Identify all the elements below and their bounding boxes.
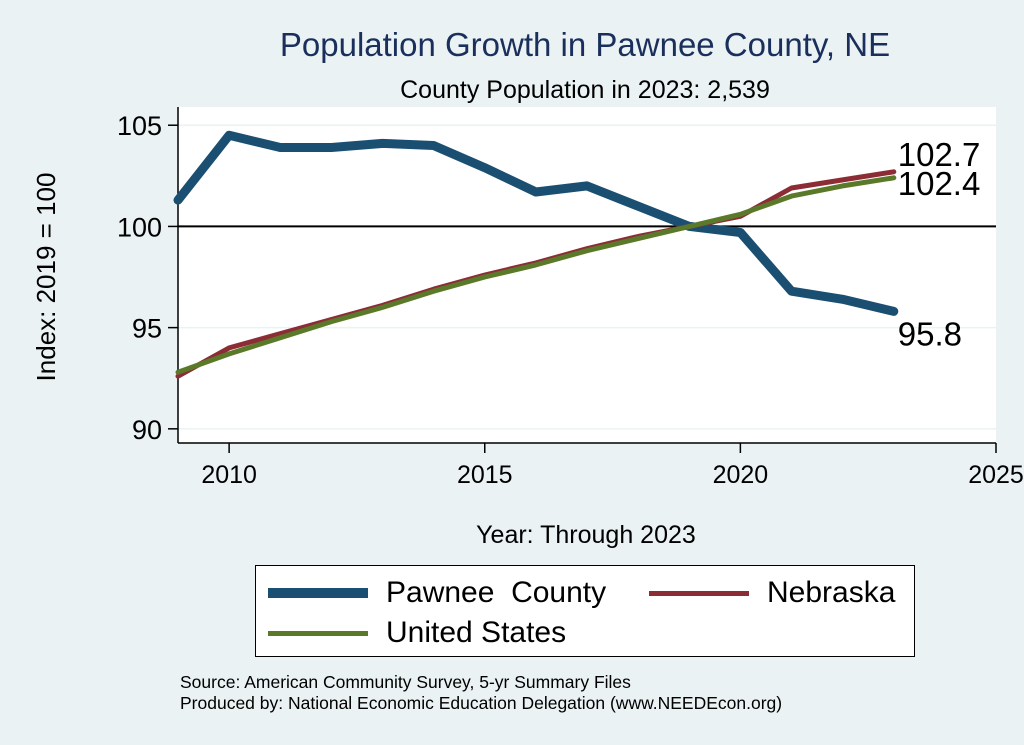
line-chart: 90 95 100 105 2010 2015 2020 2025 95.8 102.7102.…	[31, 107, 1024, 549]
legend-item-nebraska: Nebraska	[649, 576, 895, 610]
axis-ticks: 90 95 100 105 2010 2015 2020 2025	[117, 111, 1024, 489]
legend-swatch-pawnee-county	[268, 588, 368, 598]
end-label-pawnee-county: 95.8	[898, 315, 962, 352]
series-line-pawnee-county	[173, 130, 899, 316]
legend-label-united-states: United States	[386, 616, 567, 649]
legend-item-united-states: United States	[268, 616, 566, 650]
y-tick-label-105: 105	[117, 111, 162, 141]
chart-title: Population Growth in Pawnee County, NE	[279, 26, 891, 63]
x-tick-label-2025: 2025	[968, 461, 1024, 489]
end-label-united-states: 102.4	[898, 165, 981, 202]
end-label-nebraska: 102.7	[898, 136, 981, 173]
y-axis-label: Index: 2019 = 100	[31, 173, 61, 382]
legend-label-nebraska: Nebraska	[767, 576, 896, 609]
x-axis-label: Year: Through 2023	[476, 521, 696, 549]
y-tick-label-100: 100	[117, 212, 162, 242]
series-line-united-states	[175, 175, 897, 375]
y-tick-label-95: 95	[132, 314, 162, 344]
source-note: Source: American Community Survey, 5-yr …	[180, 672, 631, 692]
chart-subtitle: County Population in 2023: 2,539	[400, 76, 770, 104]
footer-notes: Source: American Community Survey, 5-yr …	[180, 672, 782, 714]
plot-area	[178, 107, 996, 443]
x-tick-label-2020: 2020	[713, 461, 769, 489]
legend-swatch-nebraska	[649, 590, 749, 596]
produced-by-note: Produced by: National Economic Education…	[180, 693, 783, 713]
series-layer	[173, 130, 899, 379]
legend-item-pawnee-county: Pawnee County	[268, 576, 606, 610]
legend-swatch-united-states	[268, 630, 368, 636]
x-tick-label-2010: 2010	[201, 461, 257, 489]
legend-label-pawnee-county: Pawnee County	[386, 576, 607, 609]
x-tick-label-2015: 2015	[457, 461, 513, 489]
y-tick-label-90: 90	[132, 415, 162, 445]
legend: Pawnee County Nebraska United States	[255, 565, 915, 657]
